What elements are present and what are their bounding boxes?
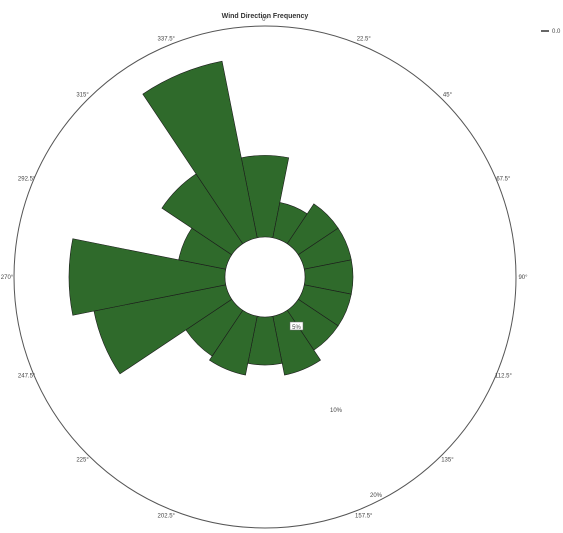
chart-title: Wind Direction Frequency: [222, 13, 309, 20]
legend-label: 0.0: [552, 29, 561, 35]
direction-label-225: 225°: [76, 457, 89, 463]
ring-label-20: 20%: [370, 493, 383, 499]
direction-label-135: 135°: [441, 457, 454, 463]
direction-label-112-5: 112.5°: [495, 374, 513, 380]
ring-label-10: 10%: [330, 408, 343, 414]
direction-label-90: 90°: [518, 275, 528, 281]
direction-label-67-5: 67.5°: [496, 176, 511, 182]
direction-label-247-5: 247.5°: [18, 374, 36, 380]
direction-label-337-5: 337.5°: [158, 37, 176, 43]
outer-ring: [13, 25, 517, 529]
direction-label-45: 45°: [443, 93, 453, 99]
direction-labels: 0°22.5°45°67.5°90°112.5°135°157.5°180°20…: [1, 17, 528, 519]
legend: 0.0: [541, 29, 561, 35]
ring-label-5: 5%: [289, 321, 304, 331]
inner-hole: [224, 236, 306, 318]
direction-label-315: 315°: [76, 93, 89, 99]
direction-label-157-5: 157.5°: [355, 513, 373, 519]
direction-label-202-5: 202.5°: [158, 513, 176, 519]
direction-label-22-5: 22.5°: [357, 37, 372, 43]
direction-label-292-5: 292.5°: [18, 176, 36, 182]
direction-label-270: 270°: [1, 275, 14, 281]
ring-label-5-text: 5%: [292, 325, 301, 331]
direction-label-0: 0°: [262, 17, 268, 23]
wind-bars: [68, 60, 354, 376]
